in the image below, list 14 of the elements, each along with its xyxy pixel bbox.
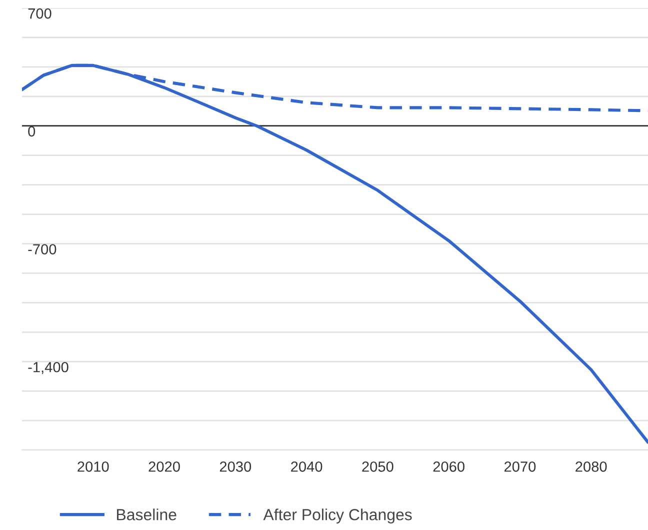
x-tick-label: 2060 xyxy=(433,461,464,472)
y-tick-label: -1,400 xyxy=(28,362,68,374)
x-tick-label: 2010 xyxy=(78,461,109,472)
x-tick-label: 2030 xyxy=(220,461,252,472)
x-tick-label: 2050 xyxy=(362,461,394,472)
y-tick-label: 700 xyxy=(28,8,52,19)
x-tick-label: 2080 xyxy=(576,461,607,472)
y-tick-label: 0 xyxy=(28,126,36,137)
y-tick-label: -700 xyxy=(28,244,56,254)
legend-label: Baseline xyxy=(117,508,176,520)
x-tick-label: 2070 xyxy=(504,461,536,472)
x-tick-label: 2020 xyxy=(148,461,180,472)
legend-label: After Policy Changes xyxy=(263,508,412,524)
x-tick-label: 2040 xyxy=(291,461,322,472)
